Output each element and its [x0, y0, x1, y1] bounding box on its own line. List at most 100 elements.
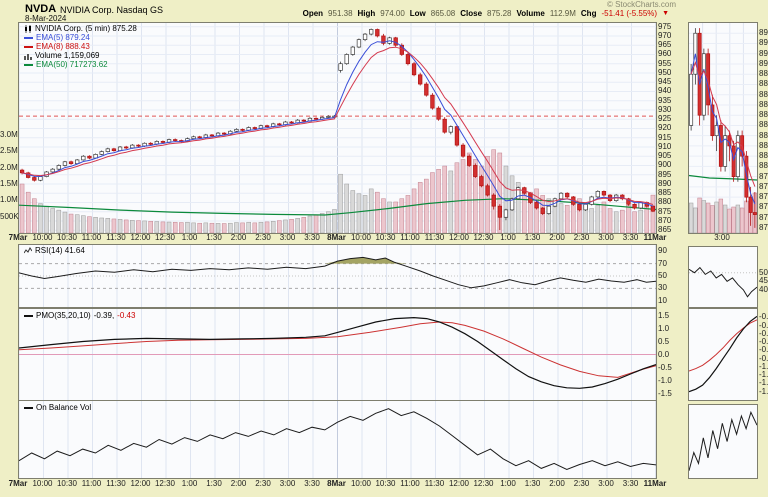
- price-axis-tick: 895: [658, 169, 672, 179]
- price-axis-tick: 970: [658, 30, 672, 40]
- time-axis-tick: 10:30: [375, 479, 396, 488]
- high-label: High: [357, 9, 376, 18]
- time-axis-tick: 11:00: [400, 233, 420, 242]
- indicator-icon: [24, 246, 32, 253]
- price-axis-tick: 890: [658, 178, 672, 188]
- time-axis-tick: 12:00: [448, 233, 470, 242]
- open-label: Open: [302, 9, 324, 18]
- pmo-axis-tick: 0.5: [658, 336, 670, 346]
- time-axis-tick: 10:30: [56, 479, 78, 488]
- close-value: 875.28: [487, 9, 512, 18]
- pmo-panel: [18, 308, 657, 401]
- time-axis-tick: 10:30: [56, 233, 78, 242]
- price-axis-tick: 925: [658, 114, 672, 124]
- zoom-price-axis-tick: 875: [759, 212, 768, 222]
- high-value: 974.00: [380, 9, 405, 18]
- time-axis-tick: 7Mar: [8, 233, 28, 242]
- pmo-panel-label: PMO(35,20,10) -0.39, -0.43: [24, 311, 135, 320]
- time-axis-tick: 3:30: [304, 479, 320, 488]
- time-axis-tick: 3:00: [279, 233, 296, 242]
- time-axis-tick: 2:30: [255, 479, 271, 488]
- legend-volume-label: Volume 1,159,069: [35, 51, 100, 60]
- volume-icon: [24, 53, 32, 60]
- line-icon: [24, 63, 33, 66]
- price-axis-tick: 960: [658, 49, 672, 59]
- zoom-price-axis-tick: 881: [759, 151, 768, 161]
- zoom-price-axis-tick: 888: [759, 79, 768, 89]
- time-axis-tick: 3:00: [598, 233, 614, 242]
- time-axis-tick: 1:30: [524, 479, 541, 488]
- price-panel: [18, 22, 657, 234]
- time-axis-tick: 12:30: [473, 233, 494, 242]
- zoom-pmo-axis-tick: -0.6: [759, 328, 768, 338]
- time-axis-tick: 11Mar: [643, 233, 667, 242]
- zoom-pmo-axis-tick: -1.2: [759, 378, 768, 388]
- time-axis-tick: 1:00: [500, 233, 516, 242]
- zoom-price-axis-tick: 880: [759, 161, 768, 171]
- time-axis-tick: 1:00: [181, 233, 198, 242]
- company-name: NVIDIA Corp. Nasdaq GS: [60, 5, 164, 15]
- time-axis-tick: 3:30: [622, 233, 639, 242]
- rsi-axis-tick: 70: [658, 258, 667, 268]
- price-axis-tick: 880: [658, 197, 672, 207]
- time-axis-tick: 3:00: [279, 479, 296, 488]
- rsi-axis-tick: 90: [658, 246, 667, 256]
- pmo-value-black: -0.39,: [93, 311, 115, 320]
- rsi-axis-tick: 10: [658, 295, 667, 305]
- main-legend: NVIDIA Corp. (5 min) 875.28 EMA(5) 879.2…: [24, 24, 137, 69]
- zoom-pmo-axis-tick: -0.9: [759, 353, 768, 363]
- price-axis-tick: 915: [658, 132, 672, 142]
- zoom-price-axis-tick: 893: [759, 28, 768, 38]
- zoom-pmo-axis-tick: -0.7: [759, 337, 768, 347]
- open-value: 951.38: [328, 9, 353, 18]
- time-axis-tick: 11:30: [424, 233, 445, 242]
- time-axis-tick: 1:30: [206, 479, 222, 488]
- pmo-axis-tick: 0.0: [658, 349, 670, 359]
- zoom-price-axis-tick: 887: [759, 89, 768, 99]
- zoom-pmo-axis-tick: -0.4: [759, 312, 768, 322]
- candlestick-icon: [25, 24, 31, 33]
- zoom-pmo-axis-tick: -1.1: [759, 370, 768, 380]
- zoom-pmo-axis-tick: -1.3: [759, 386, 768, 396]
- time-axis-tick: 3:00: [598, 479, 614, 488]
- time-axis-tick: 7Mar: [8, 479, 28, 488]
- chg-value: -51.41 (-5.55%): [601, 9, 658, 18]
- time-axis-tick: 2:30: [573, 233, 590, 242]
- low-label: Low: [409, 9, 426, 18]
- rsi-label-text: RSI(14) 41.64: [35, 246, 85, 255]
- obv-panel: [18, 400, 657, 479]
- rsi-overbought-fill: [19, 257, 656, 264]
- rsi-axis-tick: 30: [658, 283, 667, 293]
- price-axis-tick: 905: [658, 151, 672, 161]
- price-axis-tick: 900: [658, 160, 672, 170]
- time-axis-tick: 2:30: [573, 479, 590, 488]
- price-axis-tick: 910: [658, 141, 672, 151]
- time-axis-tick: 11:30: [424, 479, 445, 488]
- rsi-panel: [18, 244, 657, 308]
- legend-volema-label: EMA(50) 717273.62: [36, 60, 108, 69]
- time-axis-tick: 2:00: [230, 233, 247, 242]
- time-axis-tick: 11Mar: [643, 479, 667, 488]
- legend-ema8-label: EMA(8) 888.43: [36, 42, 90, 51]
- zoom-price-axis-tick: 892: [759, 38, 768, 48]
- time-axis-tick: 1:00: [500, 479, 516, 488]
- zoom-price-axis-tick: 890: [759, 58, 768, 68]
- time-axis-tick: 8Mar: [327, 479, 346, 488]
- ticker-symbol: NVDA: [25, 3, 57, 15]
- zoom-rsi-axis-tick: 45: [759, 276, 768, 286]
- chart-date: 8-Mar-2024: [25, 14, 67, 23]
- legend-price-row: NVIDIA Corp. (5 min) 875.28: [24, 24, 137, 33]
- zoom-price-axis-tick: 877: [759, 192, 768, 202]
- zoom-price-axis-tick: 885: [759, 110, 768, 120]
- time-axis-tick: 1:30: [206, 233, 222, 242]
- volume-axis-tick: 1.0M: [0, 195, 18, 205]
- zoom-rsi-axis-tick: 40: [759, 284, 768, 294]
- copyright: © StockCharts.com: [606, 0, 676, 9]
- time-axis-tick: 11:00: [400, 479, 420, 488]
- legend-volema-row: EMA(50) 717273.62: [24, 60, 137, 69]
- time-axis-tick: 12:00: [130, 233, 151, 242]
- zoom-time-axis-tick: 3:00: [714, 233, 730, 242]
- price-axis-tick: 870: [658, 215, 672, 225]
- time-axis-tick: 11:30: [106, 479, 126, 488]
- pmo-label-text: PMO(35,20,10): [36, 311, 91, 320]
